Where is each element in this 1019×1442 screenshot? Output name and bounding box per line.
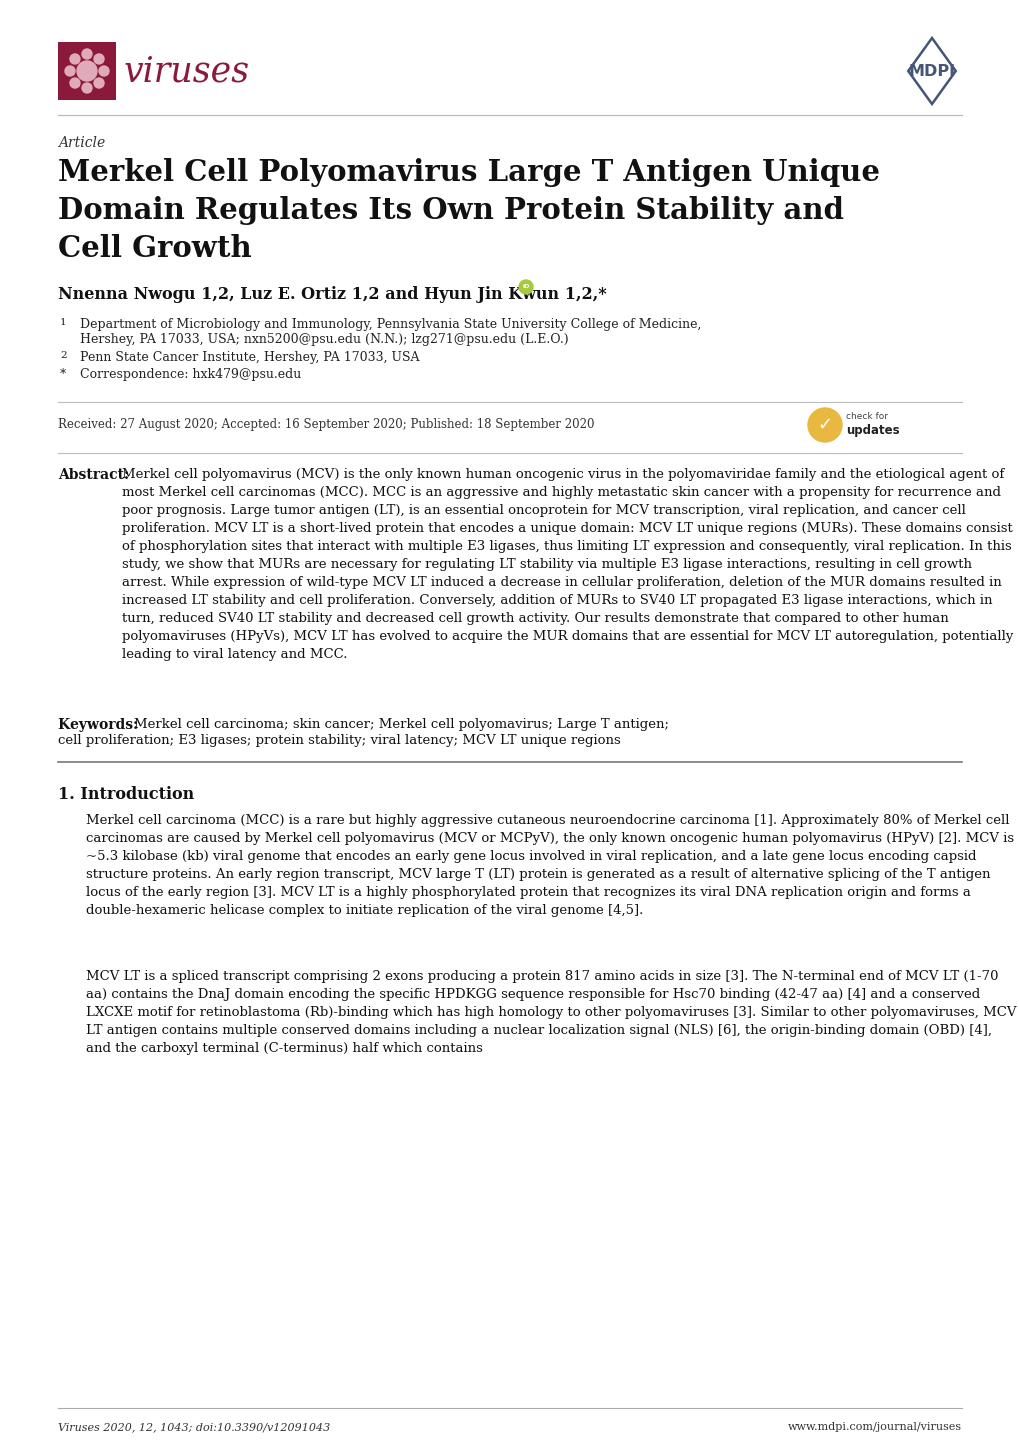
Text: www.mdpi.com/journal/viruses: www.mdpi.com/journal/viruses bbox=[787, 1422, 961, 1432]
Text: MDPI: MDPI bbox=[908, 63, 955, 78]
Text: MCV LT is a spliced transcript comprising 2 exons producing a protein 817 amino : MCV LT is a spliced transcript comprisin… bbox=[86, 970, 1016, 1056]
Text: Hershey, PA 17033, USA; nxn5200@psu.edu (N.N.); lzg271@psu.edu (L.E.O.): Hershey, PA 17033, USA; nxn5200@psu.edu … bbox=[79, 333, 568, 346]
Text: Penn State Cancer Institute, Hershey, PA 17033, USA: Penn State Cancer Institute, Hershey, PA… bbox=[79, 350, 419, 363]
Circle shape bbox=[99, 66, 109, 76]
Text: Merkel cell carcinoma (MCC) is a rare but highly aggressive cutaneous neuroendoc: Merkel cell carcinoma (MCC) is a rare bu… bbox=[86, 813, 1013, 917]
Text: 2: 2 bbox=[60, 350, 66, 360]
Text: *: * bbox=[60, 368, 66, 381]
Text: Viruses 2020, 12, 1043; doi:10.3390/v12091043: Viruses 2020, 12, 1043; doi:10.3390/v120… bbox=[58, 1422, 330, 1432]
Circle shape bbox=[70, 78, 79, 88]
Text: Article: Article bbox=[58, 136, 105, 150]
Text: Correspondence: hxk479@psu.edu: Correspondence: hxk479@psu.edu bbox=[79, 368, 301, 381]
Text: Cell Growth: Cell Growth bbox=[58, 234, 252, 262]
Text: ✓: ✓ bbox=[816, 415, 832, 434]
Text: viruses: viruses bbox=[124, 53, 250, 88]
Circle shape bbox=[519, 280, 533, 294]
Text: cell proliferation; E3 ligases; protein stability; viral latency; MCV LT unique : cell proliferation; E3 ligases; protein … bbox=[58, 734, 621, 747]
Circle shape bbox=[82, 84, 92, 92]
Text: Abstract:: Abstract: bbox=[58, 469, 133, 482]
Circle shape bbox=[94, 53, 104, 63]
Circle shape bbox=[807, 408, 841, 443]
Text: Keywords:: Keywords: bbox=[58, 718, 143, 733]
Text: Domain Regulates Its Own Protein Stability and: Domain Regulates Its Own Protein Stabili… bbox=[58, 196, 843, 225]
FancyBboxPatch shape bbox=[58, 42, 116, 99]
Text: iD: iD bbox=[522, 284, 529, 290]
Circle shape bbox=[70, 53, 79, 63]
Text: Department of Microbiology and Immunology, Pennsylvania State University College: Department of Microbiology and Immunolog… bbox=[79, 319, 701, 332]
Text: updates: updates bbox=[845, 424, 899, 437]
Text: check for: check for bbox=[845, 412, 888, 421]
Circle shape bbox=[94, 78, 104, 88]
Text: 1. Introduction: 1. Introduction bbox=[58, 786, 194, 803]
Circle shape bbox=[82, 49, 92, 59]
Text: Merkel cell carcinoma; skin cancer; Merkel cell polyomavirus; Large T antigen;: Merkel cell carcinoma; skin cancer; Merk… bbox=[133, 718, 668, 731]
Text: Merkel Cell Polyomavirus Large T Antigen Unique: Merkel Cell Polyomavirus Large T Antigen… bbox=[58, 159, 879, 187]
Text: Received: 27 August 2020; Accepted: 16 September 2020; Published: 18 September 2: Received: 27 August 2020; Accepted: 16 S… bbox=[58, 418, 594, 431]
Text: 1: 1 bbox=[60, 319, 66, 327]
Text: Merkel cell polyomavirus (MCV) is the only known human oncogenic virus in the po: Merkel cell polyomavirus (MCV) is the on… bbox=[122, 469, 1013, 660]
Circle shape bbox=[65, 66, 75, 76]
Text: Nnenna Nwogu 1,2, Luz E. Ortiz 1,2 and Hyun Jin Kwun 1,2,*: Nnenna Nwogu 1,2, Luz E. Ortiz 1,2 and H… bbox=[58, 286, 606, 303]
Circle shape bbox=[76, 61, 97, 81]
